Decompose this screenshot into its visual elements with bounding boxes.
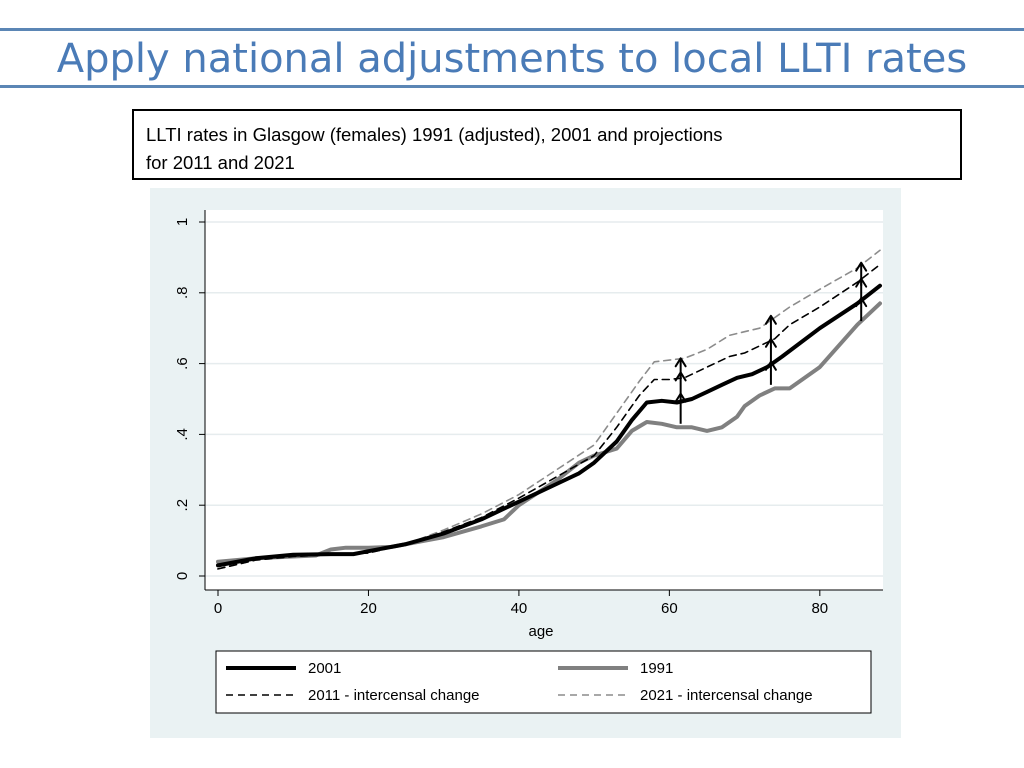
caption-line-1: LLTI rates in Glasgow (females) 1991 (ad… — [146, 124, 723, 145]
x-axis-label: age — [528, 623, 553, 640]
legend-label-2: 2011 - intercensal change — [308, 687, 480, 704]
y-tick-label-0: 0 — [174, 572, 191, 580]
caption-line-2: for 2011 and 2021 — [146, 152, 295, 173]
legend-label-0: 2001 — [308, 660, 341, 677]
arrow-head-5 — [764, 314, 777, 325]
slide-title: Apply national adjustments to local LLTI… — [56, 36, 968, 82]
arrow-2 — [674, 357, 687, 378]
y-tick-label-4: .8 — [174, 287, 191, 300]
y-tick-label-2: .4 — [174, 428, 191, 441]
y-tick-label-5: 1 — [174, 218, 191, 226]
arrow-head-8 — [855, 261, 868, 272]
legend-label-3: 2021 - intercensal change — [640, 687, 813, 704]
series-line-0 — [216, 283, 882, 568]
caption-box: LLTI rates in Glasgow (females) 1991 (ad… — [132, 109, 962, 180]
x-tick-label-0: 0 — [214, 600, 222, 617]
arrow-8 — [855, 261, 868, 286]
y-tick-label-1: .2 — [174, 499, 191, 512]
y-tick-label-3: .6 — [174, 357, 191, 370]
arrow-head-2 — [674, 357, 687, 368]
title-rule-top — [0, 28, 1024, 31]
legend-box — [215, 650, 872, 714]
legend-label-1: 1991 — [640, 660, 673, 677]
x-tick-label-4: 80 — [811, 600, 828, 617]
plot-area — [205, 210, 883, 590]
x-tick-label-2: 40 — [511, 600, 528, 617]
arrow-5 — [764, 314, 777, 343]
x-tick-label-3: 60 — [661, 600, 678, 617]
x-tick-label-1: 20 — [360, 600, 377, 617]
title-rule-bottom — [0, 85, 1024, 88]
